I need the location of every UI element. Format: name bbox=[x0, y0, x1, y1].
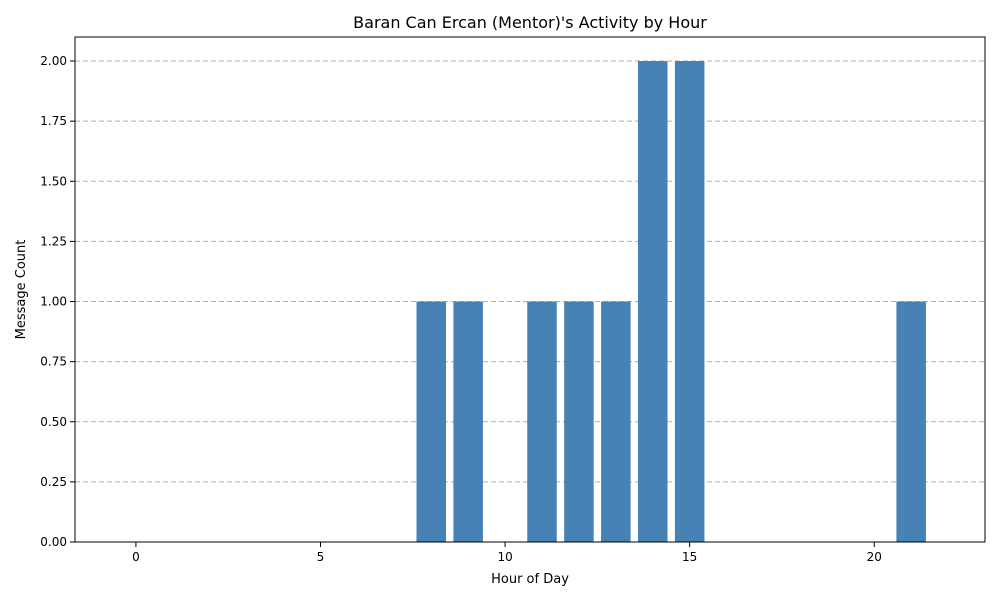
y-tick-label: 1.75 bbox=[40, 114, 67, 128]
bar-hour-9 bbox=[453, 301, 483, 542]
plot-frame bbox=[74, 36, 986, 543]
bar-hour-8 bbox=[416, 301, 447, 542]
bar-hour-12 bbox=[564, 301, 594, 542]
y-tick-label: 0.25 bbox=[40, 475, 67, 489]
x-tick-label: 20 bbox=[867, 550, 882, 564]
bar-hour-14 bbox=[637, 61, 668, 543]
y-axis-label: Message Count bbox=[14, 240, 29, 340]
y-tick-label: 0.00 bbox=[40, 535, 67, 549]
y-tick-label: 1.00 bbox=[40, 295, 67, 309]
x-axis-label: Hour of Day bbox=[491, 572, 569, 587]
x-axis-ticks: 0 5 10 15 20 bbox=[132, 542, 882, 564]
bar-hour-13 bbox=[601, 301, 631, 542]
x-tick-label: 10 bbox=[497, 550, 512, 564]
bar-hour-21 bbox=[896, 301, 926, 542]
x-tick-label: 15 bbox=[682, 550, 697, 564]
y-tick-label: 0.50 bbox=[40, 415, 67, 429]
bar-hour-11 bbox=[527, 301, 557, 542]
bars bbox=[416, 61, 926, 543]
chart-title: Baran Can Ercan (Mentor)'s Activity by H… bbox=[353, 13, 707, 32]
y-tick-label: 2.00 bbox=[40, 54, 67, 68]
y-tick-label: 0.75 bbox=[40, 355, 67, 369]
y-tick-label: 1.25 bbox=[40, 234, 67, 248]
x-tick-label: 5 bbox=[317, 550, 325, 564]
bar-hour-15 bbox=[674, 61, 705, 543]
y-axis-ticks: 0.00 0.25 0.50 0.75 1.00 1.25 1.50 1.75 2.00 bbox=[40, 54, 75, 549]
y-tick-label: 1.50 bbox=[40, 174, 67, 188]
x-tick-label: 0 bbox=[132, 550, 140, 564]
